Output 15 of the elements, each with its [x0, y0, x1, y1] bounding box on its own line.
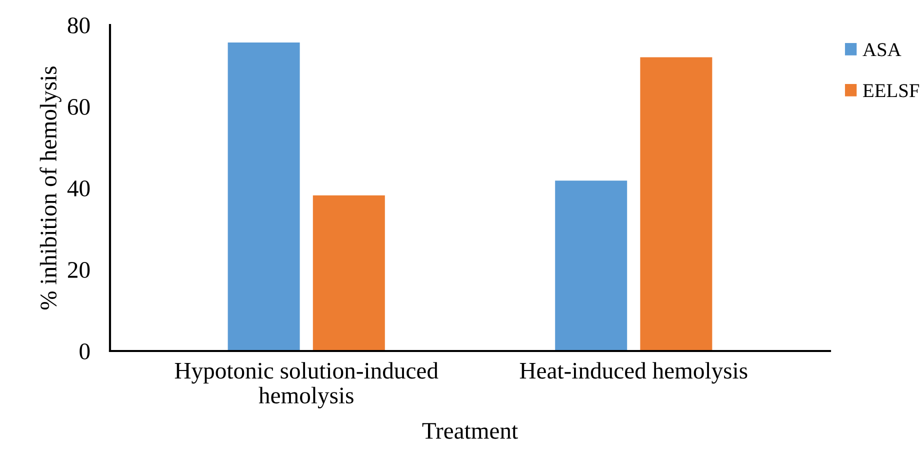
x-axis-title: Treatment [422, 423, 518, 439]
bar [555, 180, 628, 351]
legend-label: EELSF [863, 84, 920, 98]
bar [228, 42, 300, 351]
bar [640, 57, 712, 351]
legend-label: ASA [862, 43, 902, 56]
y-tick-label: 80 [68, 17, 90, 34]
y-axis-title: % inhibition of hemolysis [40, 66, 62, 310]
bar [312, 195, 385, 351]
x-tick-label: Heat-induced hemolysis [520, 362, 748, 384]
y-tick-label: 60 [68, 98, 90, 115]
y-tick-label: 40 [67, 180, 90, 196]
x-tick-label: Hypotonic solution-induced hemolysis [174, 362, 438, 408]
y-tick-label: 20 [68, 262, 90, 278]
y-tick-label: 0 [80, 343, 90, 360]
